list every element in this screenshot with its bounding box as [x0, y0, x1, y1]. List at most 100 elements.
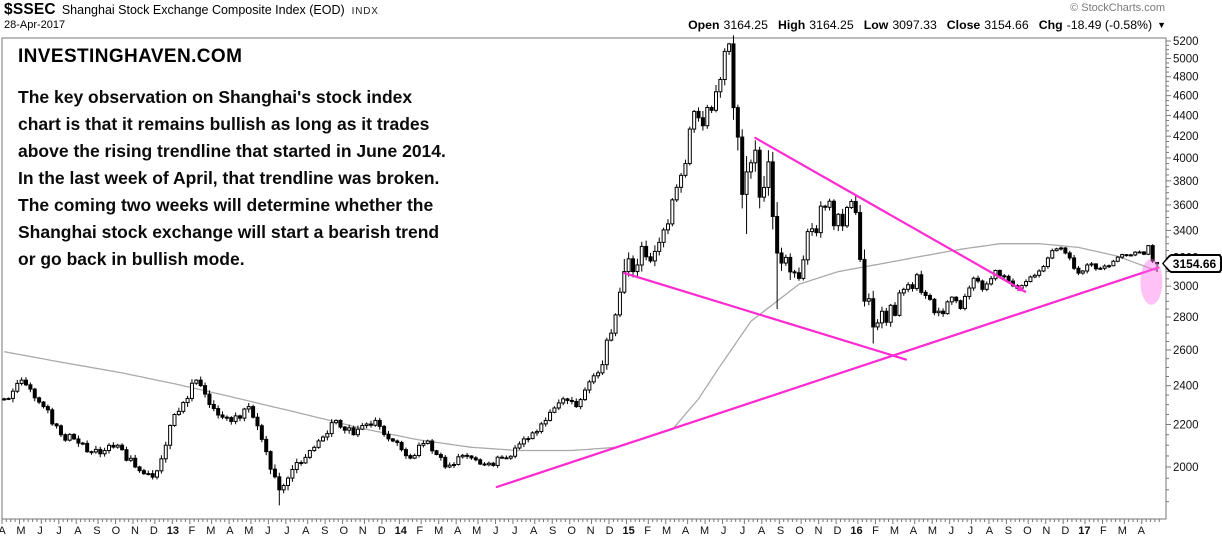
candle-body	[539, 423, 544, 433]
candle-body	[24, 379, 29, 386]
x-axis-label: F	[644, 525, 651, 537]
candle-body	[176, 410, 181, 415]
x-axis-label: A	[758, 525, 766, 537]
candle-body	[683, 163, 688, 176]
candle-body	[770, 161, 775, 217]
candle-body	[238, 415, 243, 419]
candle-body	[779, 252, 784, 264]
candle-body	[430, 440, 435, 452]
candle-body	[469, 455, 474, 459]
candle-body	[229, 417, 234, 422]
candle-body	[967, 287, 972, 297]
chg-label: Chg	[1038, 18, 1063, 32]
candle-body	[561, 398, 566, 404]
candle-body	[665, 223, 670, 231]
close-value: 3154.66	[984, 18, 1029, 32]
candle-body	[600, 364, 605, 374]
candle-body	[923, 291, 928, 297]
x-axis-label: J	[265, 525, 271, 537]
candle-body	[692, 110, 697, 130]
y-axis-label: 2800	[1173, 312, 1199, 324]
candle-body	[989, 278, 994, 285]
candle-body	[1067, 252, 1072, 259]
candle-body	[858, 212, 863, 260]
candle-body	[757, 149, 762, 198]
candle-body	[1085, 264, 1090, 272]
candle-body	[63, 434, 68, 441]
candle-body	[382, 425, 387, 435]
x-axis-label: D	[150, 525, 158, 537]
candle-body	[709, 106, 714, 111]
candle-body	[1076, 267, 1081, 274]
x-axis-label: D	[834, 525, 842, 537]
candle-body	[731, 43, 736, 109]
x-axis-label: A	[986, 525, 994, 537]
x-axis-label: O	[795, 525, 804, 537]
candle-body	[338, 419, 343, 428]
candle-body	[622, 271, 627, 293]
moving-average-line	[4, 243, 1158, 452]
candle-body	[888, 304, 893, 323]
x-axis-label: N	[1042, 525, 1050, 537]
x-axis-label: J	[968, 525, 974, 537]
x-axis-label: A	[910, 525, 918, 537]
candle-body	[408, 455, 413, 459]
candle-body	[6, 397, 11, 400]
x-axis-label: S	[549, 525, 556, 537]
candle-body	[264, 438, 269, 453]
candle-body	[115, 444, 120, 448]
candle-body	[334, 419, 339, 424]
candle-body	[910, 284, 915, 289]
x-axis-label: A	[530, 525, 538, 537]
candle-body	[360, 425, 365, 430]
candle-body	[1045, 257, 1050, 268]
x-axis-label: J	[949, 525, 955, 537]
candle-body	[233, 415, 238, 422]
candle-body	[72, 433, 77, 440]
candle-body	[1050, 250, 1055, 259]
candle-body	[425, 440, 430, 444]
candle-body	[941, 310, 946, 315]
candle-body	[871, 298, 876, 328]
candle-body	[548, 411, 553, 421]
candle-body	[617, 291, 622, 316]
candle-body	[251, 406, 256, 418]
candle-body	[1080, 270, 1085, 274]
candle-body	[783, 256, 788, 264]
candle-body	[124, 449, 129, 461]
x-axis-label: N	[131, 525, 139, 537]
candle-body	[635, 264, 640, 273]
candle-body	[473, 457, 478, 461]
candle-body	[2, 398, 7, 401]
candle-body	[796, 272, 801, 279]
copyright-label: © StockCharts.com	[1070, 2, 1165, 14]
open-label: Open	[688, 18, 720, 32]
candle-body	[914, 274, 919, 289]
chart-header: $SSEC Shanghai Stock Exchange Composite …	[4, 1, 379, 19]
candle-body	[329, 422, 334, 435]
ohlc-quote-row: Open 3164.25 High 3164.25 Low 3097.33 Cl…	[688, 18, 1166, 32]
candle-body	[792, 271, 797, 274]
x-axis-label: 16	[850, 525, 862, 537]
candle-body	[159, 458, 164, 472]
y-axis-label: 2600	[1173, 345, 1199, 357]
candle-body	[10, 390, 15, 399]
candle-body	[369, 423, 374, 426]
candle-body	[451, 464, 456, 467]
ticker-symbol: $SSEC	[4, 1, 56, 18]
candle-body	[460, 454, 465, 458]
x-axis-label: J	[512, 525, 518, 537]
annotation-body: The key observation on Shanghai's stock …	[18, 87, 446, 269]
triangle-upper-trendline	[754, 136, 1027, 293]
candle-body	[1120, 254, 1125, 258]
x-axis-label: M	[244, 525, 253, 537]
candle-body	[399, 441, 404, 451]
x-axis-label: M	[472, 525, 481, 537]
candle-body	[1006, 275, 1011, 282]
candle-body	[307, 450, 312, 458]
x-axis-label: J	[740, 525, 746, 537]
candle-body	[41, 401, 46, 408]
last-price-tag-value: 3154.66	[1163, 255, 1221, 272]
candle-body	[403, 449, 408, 457]
candle-body	[587, 381, 592, 391]
